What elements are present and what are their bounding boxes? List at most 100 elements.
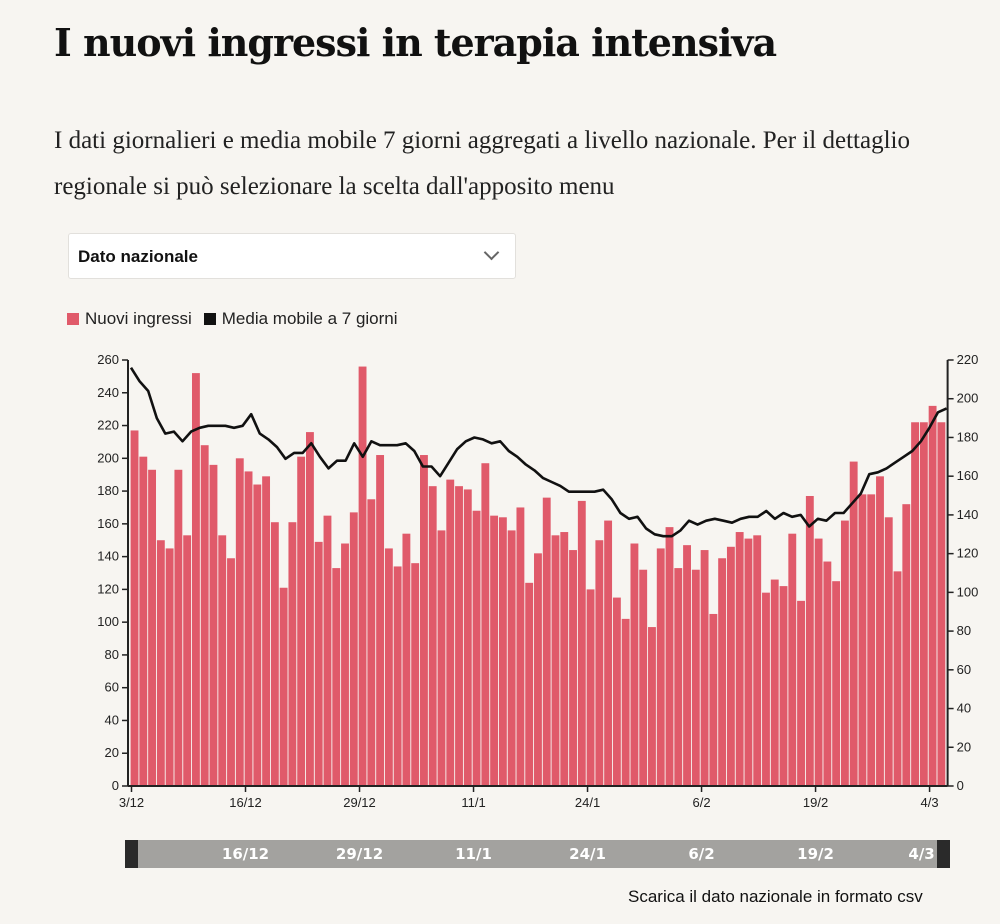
bar (709, 613, 718, 786)
bar (691, 569, 700, 786)
page-title: I nuovi ingressi in terapia intensiva (54, 20, 777, 65)
bar (893, 571, 902, 786)
bar (420, 455, 428, 786)
bar (288, 522, 297, 786)
y-tick-label-left: 160 (97, 516, 119, 531)
y-tick-label-left: 180 (97, 483, 119, 498)
bar (209, 464, 218, 786)
y-tick-label-right: 120 (957, 546, 979, 561)
bar (156, 540, 165, 786)
bar (402, 533, 411, 786)
bar (358, 366, 367, 786)
moving-average-line (129, 367, 948, 538)
bar (551, 535, 560, 786)
bar (621, 618, 630, 786)
y-tick-label-left: 220 (97, 418, 119, 433)
bar (253, 484, 262, 786)
y-tick-label-left: 20 (105, 745, 119, 760)
brush-handle-left[interactable] (125, 840, 138, 868)
bar (753, 535, 762, 786)
x-tick-label: 3/12 (119, 795, 144, 810)
bar (191, 373, 200, 786)
x-tick-label: 19/2 (803, 795, 828, 810)
bar (148, 469, 157, 786)
bar (656, 548, 665, 786)
region-select-value: Dato nazionale (78, 247, 198, 266)
y-tick-label-left: 100 (97, 614, 119, 629)
bar (586, 589, 595, 786)
bar (919, 422, 928, 786)
bar (279, 587, 288, 786)
bar (832, 581, 841, 786)
y-tick-label-left: 120 (97, 581, 119, 596)
x-tick-label: 24/1 (575, 795, 600, 810)
bar (349, 512, 358, 786)
bar (534, 553, 542, 786)
y-tick-label-left: 0 (112, 778, 119, 793)
y-tick-label-left: 260 (97, 352, 119, 367)
bar (393, 566, 402, 786)
bar (200, 445, 209, 786)
bar (665, 527, 674, 786)
bar (130, 430, 139, 786)
bar (314, 541, 323, 786)
bar (516, 507, 525, 786)
page-subtitle: I dati giornalieri e media mobile 7 gior… (54, 127, 910, 200)
y-tick-label-right: 160 (957, 468, 979, 483)
bar (446, 479, 455, 786)
bar (235, 458, 244, 786)
bar (797, 600, 805, 786)
bar (770, 579, 779, 786)
bar (323, 515, 332, 786)
bar (612, 597, 621, 786)
bar (744, 538, 753, 786)
bar (411, 563, 420, 786)
bar (376, 455, 385, 786)
bar (876, 476, 884, 786)
x-tick-label: 6/2 (693, 795, 711, 810)
y-tick-label-right: 140 (957, 507, 979, 522)
y-tick-label-right: 100 (957, 584, 979, 599)
x-tick-label: 11/1 (461, 795, 485, 810)
brush-handle-right[interactable] (937, 840, 950, 868)
x-tick-label: 4/3 (921, 795, 939, 810)
y-tick-label-left: 80 (105, 647, 119, 662)
bar (735, 532, 744, 786)
bars-group (130, 366, 946, 786)
brush-date-label: 16/12 (221, 845, 270, 863)
legend-item-nuovi-ingressi: Nuovi ingressi (67, 309, 192, 329)
download-csv-link[interactable]: Scarica il dato nazionale in formato csv (628, 887, 923, 906)
bar (902, 504, 911, 786)
y-tick-label-right: 20 (957, 739, 971, 754)
bar (218, 535, 227, 786)
axes-group: 0 20 40 60 80 100 120 140 160 180 200 220 240 260 0 20 4… (97, 352, 978, 810)
x-tick-label: 16/12 (229, 795, 262, 810)
bar (183, 535, 192, 786)
chart-legend: Nuovi ingressi Media mobile a 7 giorni (67, 309, 410, 329)
chart: 0 20 40 60 80 100 120 140 160 180 200 220 240 260 0 20 4… (97, 352, 978, 810)
legend-swatch-bars (67, 313, 79, 325)
y-tick-label-right: 220 (957, 352, 979, 367)
bar (823, 561, 832, 786)
bar (639, 569, 648, 786)
bar (463, 489, 472, 786)
bar (805, 495, 814, 786)
bar (297, 456, 306, 786)
legend-label: Media mobile a 7 giorni (221, 309, 398, 328)
region-select[interactable]: Dato nazionale (68, 233, 516, 279)
y-tick-label-right: 200 (957, 391, 979, 406)
bar (779, 586, 788, 786)
bar (814, 538, 823, 786)
bar (498, 517, 507, 786)
bar (525, 582, 534, 786)
brush-date-label: 11/1 (455, 845, 492, 863)
y-tick-label-left: 60 (105, 680, 119, 695)
y-tick-label-right: 180 (957, 429, 979, 444)
bar (560, 532, 569, 786)
date-range-brush[interactable]: 16/12 29/12 11/1 24/1 6/2 19/2 4/3 (125, 840, 950, 868)
moving-average-group (129, 367, 948, 538)
brush-date-label: 4/3 (908, 845, 935, 863)
y-tick-label-left: 40 (105, 712, 119, 727)
bar (542, 497, 551, 786)
bar (683, 545, 691, 786)
